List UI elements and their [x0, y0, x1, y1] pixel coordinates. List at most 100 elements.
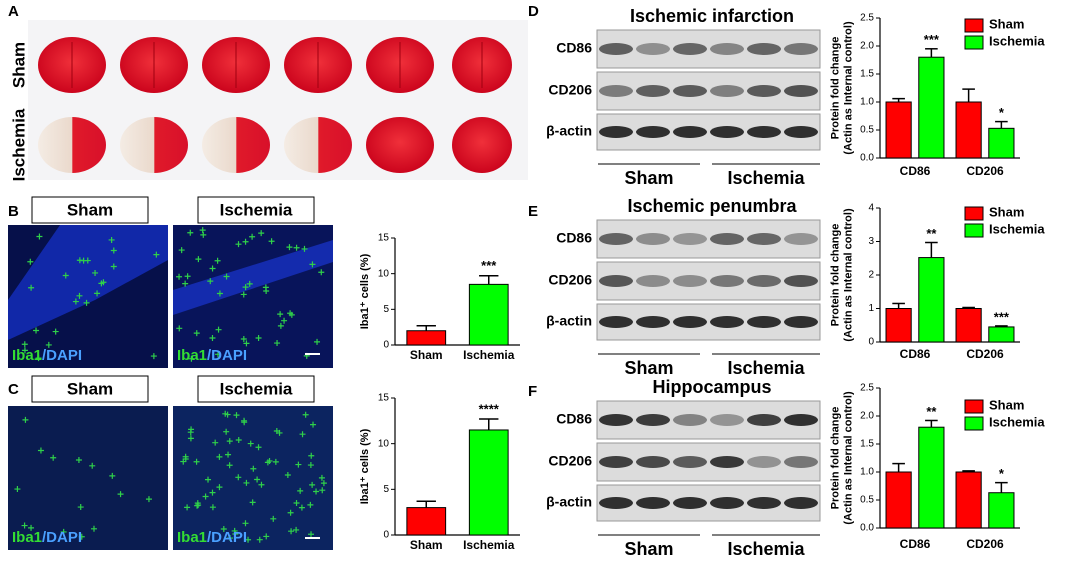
microglia-cell — [92, 269, 99, 276]
microglia-cell — [272, 458, 279, 465]
microglia-cell — [187, 229, 194, 236]
panel-label: E — [528, 203, 538, 220]
header-box — [31, 196, 149, 224]
microglia-cell — [27, 258, 34, 265]
bar — [885, 471, 912, 529]
blot-band — [636, 275, 670, 287]
microglia-cell — [176, 273, 183, 280]
y-tick-label: 5 — [383, 304, 389, 315]
bar — [918, 257, 945, 343]
microglia-cell — [194, 500, 201, 507]
microglia-cell — [188, 355, 195, 362]
blot-band — [599, 456, 633, 468]
microglia-cell — [37, 447, 44, 454]
header: Sham — [67, 200, 113, 219]
blot-band — [599, 316, 633, 328]
microglia-cell — [245, 536, 252, 543]
blot-band — [747, 456, 781, 468]
blot-band — [710, 233, 744, 245]
microglia-cell — [240, 291, 247, 298]
y-tick-label: 2.5 — [860, 13, 874, 24]
header: Ischemia — [220, 379, 293, 398]
x-tick-label: CD86 — [900, 537, 931, 551]
microglia-cell — [224, 411, 231, 418]
microglia-cell — [277, 311, 284, 318]
legend-swatch — [964, 399, 984, 414]
blot-band — [784, 414, 818, 426]
y-tick-label: 1.5 — [860, 69, 874, 80]
microglia-cell — [287, 310, 294, 317]
microglia-cell — [247, 440, 254, 447]
microglia-cell — [110, 247, 117, 254]
blot-band — [636, 316, 670, 328]
microglia-cell — [250, 465, 257, 472]
microglia-cell — [60, 528, 67, 535]
blot-band — [710, 126, 744, 138]
y-tick-label: 0.0 — [860, 153, 874, 164]
legend-label: Ischemia — [989, 414, 1045, 429]
blot-band — [673, 85, 707, 97]
microglia-cell — [314, 338, 321, 345]
microglia-cell — [21, 522, 28, 529]
microglia-cell — [288, 528, 295, 535]
blot-band — [747, 275, 781, 287]
microglia-cell — [50, 454, 57, 461]
bar — [988, 326, 1015, 343]
microglia-cell — [243, 340, 250, 347]
group-label: Sham — [624, 168, 673, 188]
microglia-cell — [309, 481, 316, 488]
panel-label: A — [8, 3, 19, 20]
microglia-cell — [254, 476, 261, 483]
blot-band — [784, 126, 818, 138]
blot-title: Ischemic penumbra — [627, 196, 797, 216]
bar — [406, 330, 447, 346]
microglia-cell — [307, 462, 314, 469]
y-axis-label: (Actin as Internal control) — [842, 391, 854, 525]
microglia-cell — [226, 438, 233, 445]
blot-band — [673, 414, 707, 426]
microglia-cell — [284, 471, 291, 478]
blot-strip — [596, 29, 821, 69]
blot-title: Ischemic infarction — [630, 6, 794, 26]
y-tick-label: 0 — [383, 530, 389, 541]
microglia-cell — [209, 504, 216, 511]
blot-strip — [596, 71, 821, 111]
blot-band — [673, 316, 707, 328]
blot-row-label: β-actin — [546, 494, 592, 510]
y-tick-label: 0.5 — [860, 495, 874, 506]
header-box — [197, 375, 315, 403]
microglia-cell — [276, 429, 283, 436]
group-label: Ischemia — [727, 539, 805, 559]
microglia-cell — [268, 238, 275, 245]
microglia-cell — [249, 499, 256, 506]
blot-strip — [596, 261, 821, 301]
blot-band — [599, 43, 633, 55]
microglia-cell — [76, 292, 83, 299]
microglia-cell — [14, 486, 21, 493]
microglia-cell — [33, 327, 40, 334]
x-tick-label: CD206 — [966, 164, 1004, 178]
microglia-cell — [258, 481, 265, 488]
blot-band — [599, 497, 633, 509]
microglia-cell — [216, 290, 223, 297]
microglia-cell — [184, 504, 191, 511]
stain-label: Iba1/DAPI — [12, 347, 82, 364]
legend-label: Ischemia — [989, 33, 1045, 48]
microglia-cell — [313, 488, 320, 495]
blot-title: Hippocampus — [652, 377, 771, 397]
y-tick-label: 0 — [868, 337, 874, 348]
panel-label: B — [8, 203, 19, 220]
brain-slice — [452, 117, 512, 173]
blot-band — [710, 497, 744, 509]
blot-band — [636, 126, 670, 138]
microglia-cell — [90, 525, 97, 532]
blot-row-label: CD206 — [548, 272, 592, 288]
microglia-cell — [202, 493, 209, 500]
significance: *** — [481, 258, 497, 273]
microglia-cell — [320, 480, 327, 487]
group-label: Sham — [624, 539, 673, 559]
y-tick-label: 0 — [383, 340, 389, 351]
microglia-cell — [263, 533, 270, 540]
microglia-cell — [226, 462, 233, 469]
microglia-cell — [242, 238, 249, 245]
